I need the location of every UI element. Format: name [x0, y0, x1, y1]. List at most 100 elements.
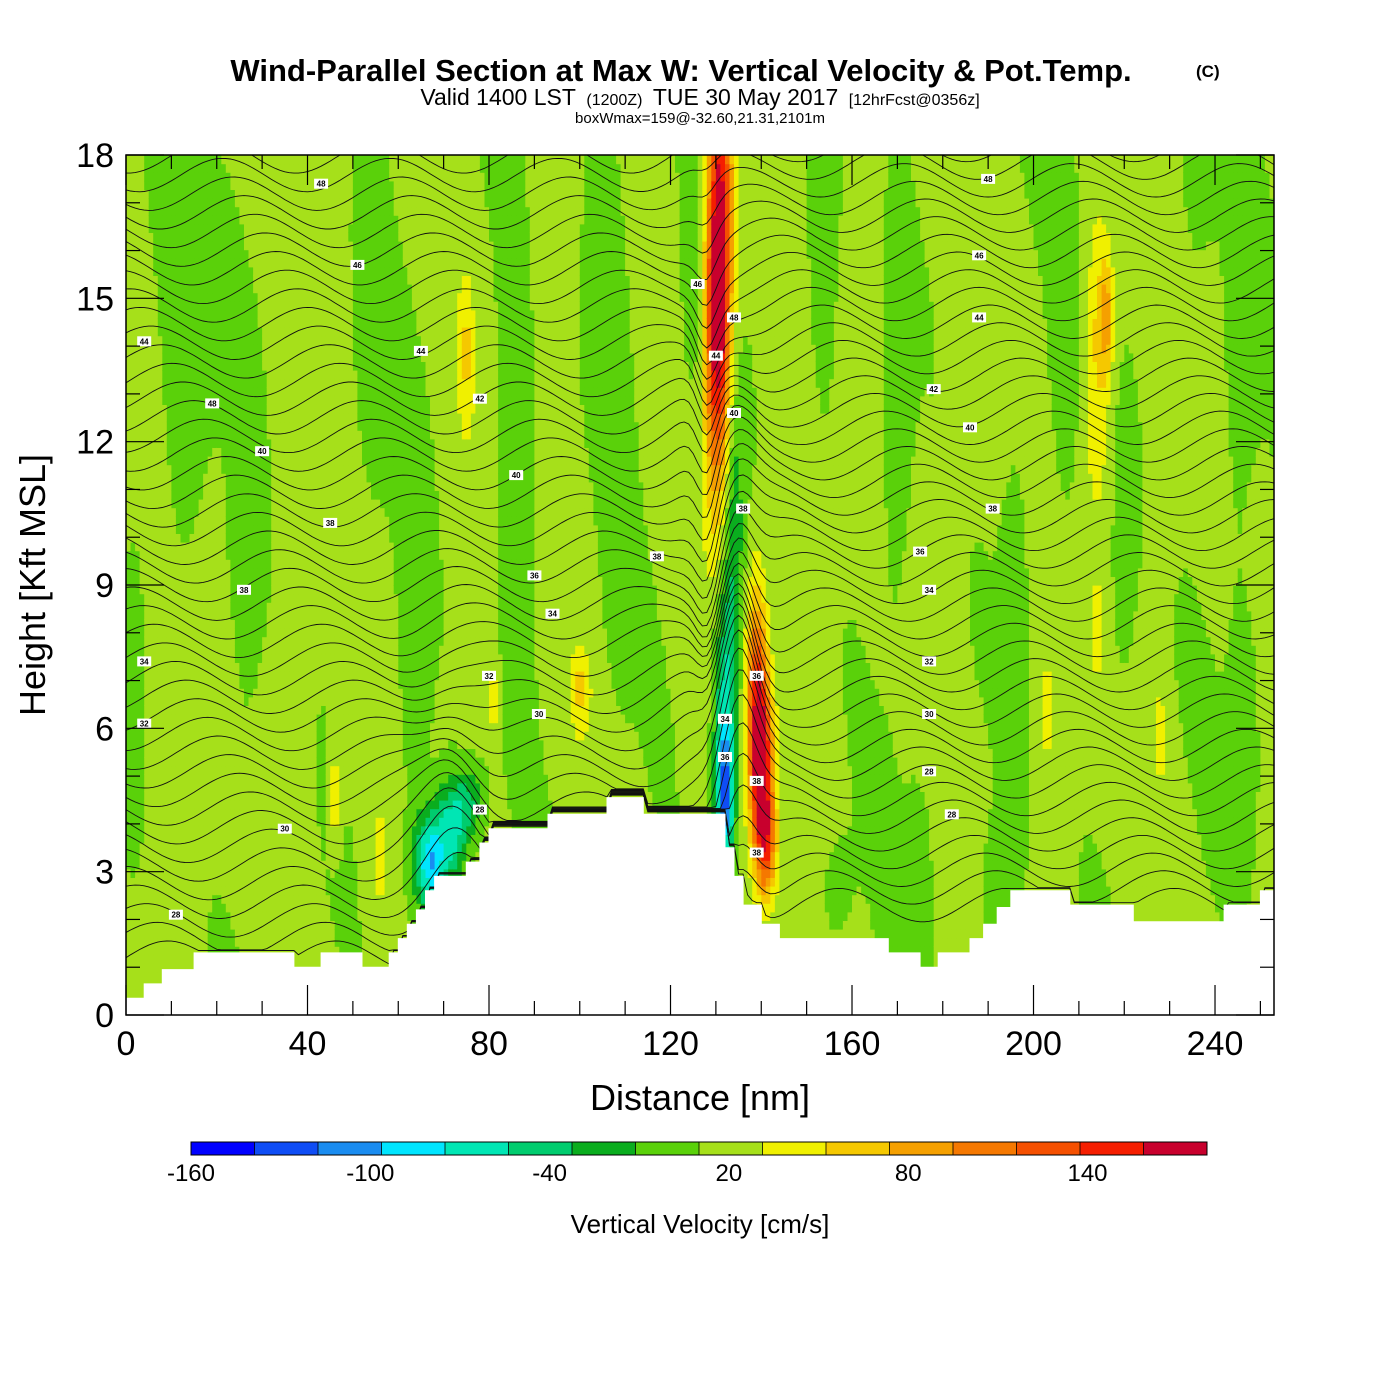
velocity-cell — [216, 344, 222, 354]
velocity-cell — [312, 748, 318, 758]
velocity-cell — [316, 301, 322, 311]
velocity-cell — [216, 438, 222, 448]
velocity-cell — [289, 834, 295, 844]
velocity-cell — [262, 559, 268, 569]
velocity-cell — [312, 808, 318, 818]
velocity-cell — [271, 696, 277, 706]
velocity-cell — [303, 645, 309, 655]
velocity-cell — [216, 585, 222, 595]
velocity-cell — [289, 903, 295, 913]
velocity-cell — [257, 241, 263, 251]
velocity-cell — [289, 550, 295, 560]
velocity-cell — [275, 610, 281, 620]
velocity-cell — [239, 438, 245, 448]
velocity-cell — [289, 430, 295, 440]
velocity-cell — [194, 834, 200, 844]
velocity-cell — [194, 808, 200, 818]
velocity-cell — [135, 481, 141, 491]
velocity-cell — [234, 266, 240, 276]
velocity-cell — [266, 559, 272, 569]
velocity-cell — [284, 172, 290, 182]
velocity-cell — [194, 662, 200, 672]
velocity-cell — [280, 808, 286, 818]
velocity-cell — [175, 266, 181, 276]
velocity-cell — [225, 937, 231, 947]
velocity-cell — [253, 911, 259, 921]
velocity-cell — [225, 258, 231, 268]
velocity-cell — [253, 825, 259, 835]
velocity-cell — [334, 309, 340, 319]
velocity-cell — [289, 318, 295, 328]
velocity-cell — [239, 163, 245, 173]
velocity-cell — [271, 215, 277, 225]
velocity-cell — [275, 731, 281, 741]
velocity-cell — [203, 619, 209, 629]
velocity-cell — [339, 559, 345, 569]
velocity-cell — [221, 679, 227, 689]
velocity-cell — [316, 266, 322, 276]
velocity-cell — [298, 456, 304, 466]
velocity-cell — [189, 361, 195, 371]
velocity-cell — [303, 791, 309, 801]
velocity-cell — [185, 877, 191, 887]
velocity-cell — [212, 378, 218, 388]
velocity-cell — [239, 464, 245, 474]
velocity-cell — [253, 258, 259, 268]
velocity-cell — [148, 593, 154, 603]
velocity-cell — [162, 653, 168, 663]
velocity-cell — [144, 516, 150, 526]
velocity-cell — [257, 284, 263, 294]
velocity-cell — [266, 868, 272, 878]
velocity-cell — [234, 189, 240, 199]
velocity-cell — [139, 963, 145, 973]
velocity-cell — [139, 284, 145, 294]
velocity-cell — [139, 232, 145, 242]
velocity-cell — [348, 679, 354, 689]
velocity-cell — [275, 834, 281, 844]
velocity-cell — [171, 688, 177, 698]
velocity-cell — [148, 671, 154, 681]
velocity-cell — [144, 318, 150, 328]
velocity-cell — [248, 447, 254, 457]
velocity-cell — [262, 456, 268, 466]
velocity-cell — [325, 636, 331, 646]
velocity-cell — [348, 800, 354, 810]
velocity-cell — [153, 241, 159, 251]
velocity-cell — [244, 387, 250, 397]
velocity-cell — [203, 559, 209, 569]
velocity-cell — [266, 241, 272, 251]
velocity-cell — [339, 292, 345, 302]
velocity-cell — [284, 344, 290, 354]
velocity-cell — [180, 739, 186, 749]
velocity-cell — [239, 877, 245, 887]
velocity-cell — [298, 155, 304, 156]
velocity-cell — [289, 662, 295, 672]
velocity-cell — [284, 877, 290, 887]
velocity-cell — [162, 834, 168, 844]
velocity-cell — [185, 602, 191, 612]
velocity-cell — [166, 705, 172, 715]
velocity-cell — [239, 533, 245, 543]
velocity-cell — [253, 903, 259, 913]
velocity-cell — [330, 834, 336, 844]
velocity-cell — [316, 524, 322, 534]
velocity-cell — [180, 352, 186, 362]
velocity-cell — [207, 155, 213, 165]
velocity-cell — [135, 688, 141, 698]
velocity-cell — [298, 292, 304, 302]
velocity-cell — [253, 688, 259, 698]
velocity-cell — [280, 370, 286, 380]
velocity-cell — [221, 886, 227, 896]
velocity-cell — [153, 447, 159, 457]
velocity-cell — [303, 619, 309, 629]
velocity-cell — [298, 516, 304, 526]
velocity-cell — [175, 361, 181, 371]
velocity-cell — [166, 731, 172, 741]
velocity-cell — [185, 473, 191, 483]
velocity-cell — [126, 834, 132, 844]
velocity-cell — [216, 567, 222, 577]
velocity-cell — [171, 920, 177, 930]
velocity-cell — [244, 851, 250, 861]
velocity-cell — [257, 688, 263, 698]
velocity-cell — [135, 301, 141, 311]
